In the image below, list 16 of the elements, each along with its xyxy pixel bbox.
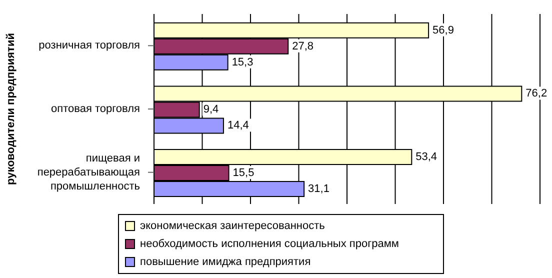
data-label: 56,9 xyxy=(432,24,454,36)
legend-label: повышение имиджа предприятия xyxy=(140,255,311,270)
data-label: 15,5 xyxy=(232,166,254,179)
y-tick-label: оптовая торговля xyxy=(51,102,140,115)
data-label: 15,3 xyxy=(232,56,254,68)
y-tick-label: розничная торговля xyxy=(38,40,140,52)
data-label: 53,4 xyxy=(416,150,438,163)
legend-label: необходимость исполнения социальных программ xyxy=(140,237,399,252)
data-label: 14,4 xyxy=(227,120,249,132)
y-axis-title: руководители предприятий xyxy=(4,33,17,185)
data-label: 76,2 xyxy=(526,88,548,100)
data-label: 9,4 xyxy=(203,104,219,116)
data-label: 31,1 xyxy=(308,182,330,195)
data-label: 27,8 xyxy=(292,40,314,52)
legend-label: экономическая заинтересованность xyxy=(140,219,325,234)
y-tick-label: пищевая и перерабатывающая промышленность xyxy=(37,152,140,192)
